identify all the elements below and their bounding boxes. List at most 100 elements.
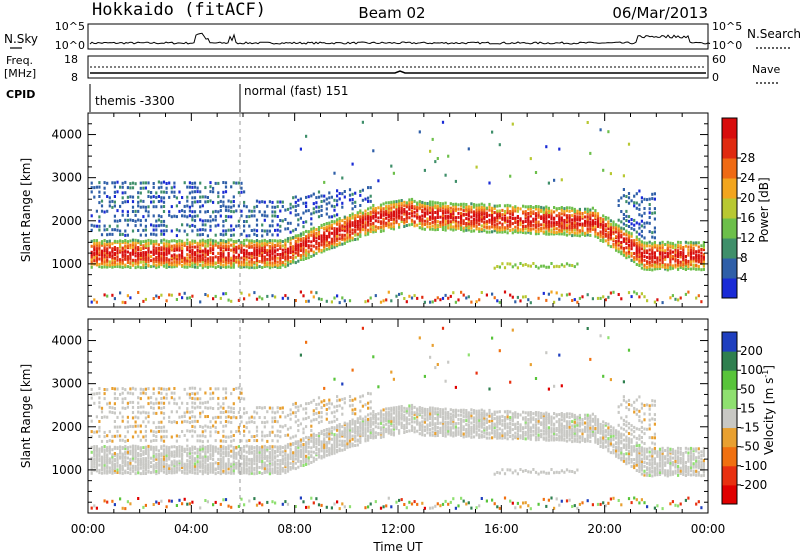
velocity-cell [204,465,207,468]
velocity-cell [292,451,295,455]
power-cell [547,225,550,229]
velocity-cell [219,447,222,451]
power-cell [537,232,540,236]
velocity-cell [297,445,300,449]
velocity-cell [162,425,166,429]
velocity-cell [113,452,116,455]
power-cell [333,171,336,175]
velocity-cell [126,450,129,454]
power-cell [488,208,491,212]
power-cell [173,247,176,251]
power-cell [193,262,197,266]
power-cell [589,210,592,214]
velocity-cell [255,462,259,466]
velocity-cell [126,420,129,424]
power-cell [341,237,344,241]
velocity-cell [162,457,166,461]
velocity-cell [181,466,184,469]
power-cell [103,181,106,185]
power-cell [431,213,434,217]
power-cell [684,255,687,258]
power-cell [201,266,204,270]
power-cell [452,291,455,295]
velocity-cell [131,435,135,439]
power-cell [139,257,142,261]
velocity-cell [250,447,253,451]
power-cell [457,207,460,211]
power-cell [656,267,659,271]
velocity-cell [168,454,171,458]
velocity-cell [240,456,243,460]
velocity-cell [103,397,106,401]
velocity-cell [170,396,173,400]
power-cell [478,227,481,231]
velocity-cell [191,464,194,468]
velocity-cell [199,439,202,443]
power-cell [137,204,140,208]
power-cell [137,191,140,195]
power-cell [377,226,380,229]
power-cell [470,229,473,233]
power-cell [491,130,494,134]
power-cell [609,172,612,176]
power-cell [651,257,654,261]
velocity-cell [212,447,215,451]
velocity-cell [209,420,212,424]
power-cell [501,222,504,226]
velocity-cell [297,453,300,457]
velocity-cell [119,425,122,429]
velocity-cell [261,466,264,470]
power-cell [444,222,447,226]
power-cell [330,237,333,241]
power-cell [635,263,638,266]
power-cell [95,185,98,189]
power-cell [661,301,664,305]
velocity-cell [338,423,341,426]
velocity-cell [281,425,284,429]
velocity-cell [219,468,222,472]
power-cell [444,201,447,205]
power-cell [361,120,364,124]
power-cell [516,295,519,299]
power-cell [638,264,641,267]
power-cell [266,294,269,298]
velocity-cell [263,467,266,471]
velocity-cell [235,445,238,449]
velocity-cell [310,439,313,443]
power-cell [431,203,434,207]
power-cell [307,230,310,234]
power-cell [157,195,160,198]
power-cell [248,224,251,228]
velocity-cell [165,392,168,396]
power-cell [656,258,659,261]
power-cell [155,251,158,255]
velocity-cell [307,505,310,509]
velocity-cell [113,402,116,406]
power-cell [126,195,129,199]
power-cell [558,216,561,220]
velocity-cell [243,466,246,470]
nave-tick-top: 60 [712,53,726,66]
power-cell [498,216,501,220]
velocity-cell [219,439,222,443]
power-cell [188,243,191,247]
power-cell [354,223,357,227]
velocity-cell [294,461,297,465]
velocity-cell [333,445,336,449]
velocity-cell [103,457,106,461]
velocity-cell [227,450,230,454]
velocity-cell [204,435,207,439]
power-cell [271,214,274,218]
power-cell [261,253,264,257]
power-cell [255,204,259,208]
velocity-cell [253,457,256,461]
power-cell [568,214,571,218]
velocity-cell [237,464,240,468]
velocity-cell [268,450,271,454]
power-cell [359,223,362,227]
power-cell [400,220,403,223]
power-cell [255,245,259,249]
power-cell [255,229,259,233]
velocity-cell [131,451,135,455]
velocity-cell [178,406,181,410]
